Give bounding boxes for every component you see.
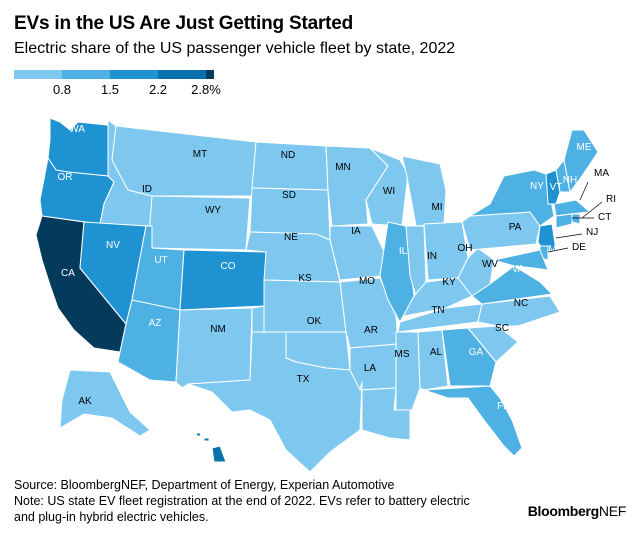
state-label-ky: KY (442, 277, 456, 288)
footer-notes: Source: BloombergNEF, Department of Ener… (14, 477, 484, 525)
state-tx (187, 331, 363, 472)
state-label-mo: MO (359, 276, 375, 287)
state-mt (111, 125, 257, 197)
state-al (417, 329, 449, 391)
chart-subtitle: Electric share of the US passenger vehic… (14, 40, 456, 57)
state-label-mt: MT (193, 149, 207, 160)
state-label-tx: TX (297, 374, 310, 385)
color-legend: 0.8 1.5 2.2 2.8% (14, 70, 221, 100)
state-label-fl: FL (497, 401, 509, 412)
hawaii-island-2 (203, 437, 210, 442)
legend-tick: 2.2 (148, 82, 168, 97)
state-label-tn: TN (431, 305, 444, 316)
state-label-ma: MA (594, 168, 609, 179)
legend-swatch-2 (62, 70, 110, 79)
state-wy (147, 195, 251, 251)
chart-title: EVs in the US Are Just Getting Started (14, 13, 354, 34)
state-label-la: LA (364, 363, 377, 374)
state-label-ms: MS (395, 349, 410, 360)
state-label-ny: NY (530, 181, 544, 192)
brand-light: NEF (598, 503, 626, 519)
state-label-oh: OH (458, 243, 473, 254)
state-label-id: ID (142, 184, 152, 195)
state-label-nc: NC (514, 298, 528, 309)
state-ma (553, 199, 591, 217)
source-note: Source: BloombergNEF, Department of Ener… (14, 478, 395, 492)
state-pa (461, 211, 541, 251)
brand-bold: Bloomberg (527, 503, 600, 519)
state-label-pa: PA (509, 222, 522, 233)
legend-swatch-3 (110, 70, 158, 79)
state-label-mi: MI (431, 202, 442, 213)
state-label-ne: NE (284, 232, 298, 243)
state-la (359, 381, 411, 441)
state-label-ok: OK (307, 316, 322, 327)
state-label-ca: CA (61, 268, 75, 279)
state-label-sc: SC (495, 323, 509, 334)
state-label-az: AZ (149, 318, 162, 329)
state-label-nm: NM (210, 324, 226, 335)
state-label-wv: WV (482, 259, 498, 270)
definition-note: Note: US state EV fleet registration at … (14, 494, 470, 524)
state-fl (423, 385, 523, 457)
state-label-nv: NV (106, 240, 120, 251)
state-label-nd: ND (281, 150, 295, 161)
state-ms (395, 331, 421, 411)
legend-swatch-5 (206, 70, 214, 79)
legend-tick: 1.5 (100, 82, 120, 97)
state-label-ct: CT (598, 212, 611, 223)
legend-tick: 0.8 (52, 82, 72, 97)
state-ak (59, 369, 151, 437)
state-label-sd: SD (282, 190, 296, 201)
state-label-wi: WI (383, 186, 395, 197)
state-ks (263, 279, 347, 333)
state-md (493, 249, 549, 271)
state-ct (555, 213, 573, 229)
us-state-map: WA OR CA ID NV MT WY UT AZ CO NM ND SD NE KS OK TX MN IA MO… (35, 117, 616, 472)
leader-line-ri (581, 201, 603, 219)
state-label-ri: RI (606, 194, 616, 205)
state-label-il: IL (399, 246, 408, 257)
state-me (563, 129, 599, 193)
state-label-wy: WY (205, 205, 221, 216)
legend-swatch-4 (158, 70, 206, 79)
state-label-va: VA (512, 264, 525, 275)
state-label-in: IN (427, 251, 437, 262)
state-vt (545, 169, 561, 205)
leader-line-de (547, 247, 569, 253)
state-label-ks: KS (298, 273, 312, 284)
legend-swatch-1 (14, 70, 62, 79)
state-label-vt: VT (550, 182, 563, 193)
state-hi (211, 445, 227, 463)
state-sc (467, 325, 519, 363)
leader-line-ma (579, 181, 589, 201)
state-label-ia: IA (351, 226, 361, 237)
state-label-mn: MN (335, 162, 351, 173)
state-ga (441, 327, 497, 387)
state-label-md: MD (548, 244, 564, 255)
state-label-ar: AR (364, 325, 378, 336)
legend-tick: 2.8% (191, 82, 221, 97)
state-label-wa: WA (69, 124, 85, 135)
state-label-nj: NJ (586, 227, 598, 238)
state-label-ga: GA (469, 347, 484, 358)
state-label-nh: NH (563, 175, 577, 186)
state-label-me: ME (577, 142, 592, 153)
bloombergnef-logo: BloombergNEF (527, 503, 627, 519)
state-wi (365, 147, 409, 227)
state-label-ak: AK (78, 396, 92, 407)
state-co (179, 249, 267, 311)
state-nm (175, 307, 253, 389)
state-label-ut: UT (154, 255, 167, 266)
state-label-or: OR (58, 172, 73, 183)
leader-line-nj (555, 233, 583, 239)
state-label-de: DE (572, 242, 586, 253)
state-nj (537, 223, 557, 253)
state-mi (401, 155, 447, 227)
state-label-co: CO (221, 261, 236, 272)
state-ri (571, 213, 581, 225)
hawaii-island-1 (195, 432, 202, 437)
state-label-al: AL (430, 347, 443, 358)
